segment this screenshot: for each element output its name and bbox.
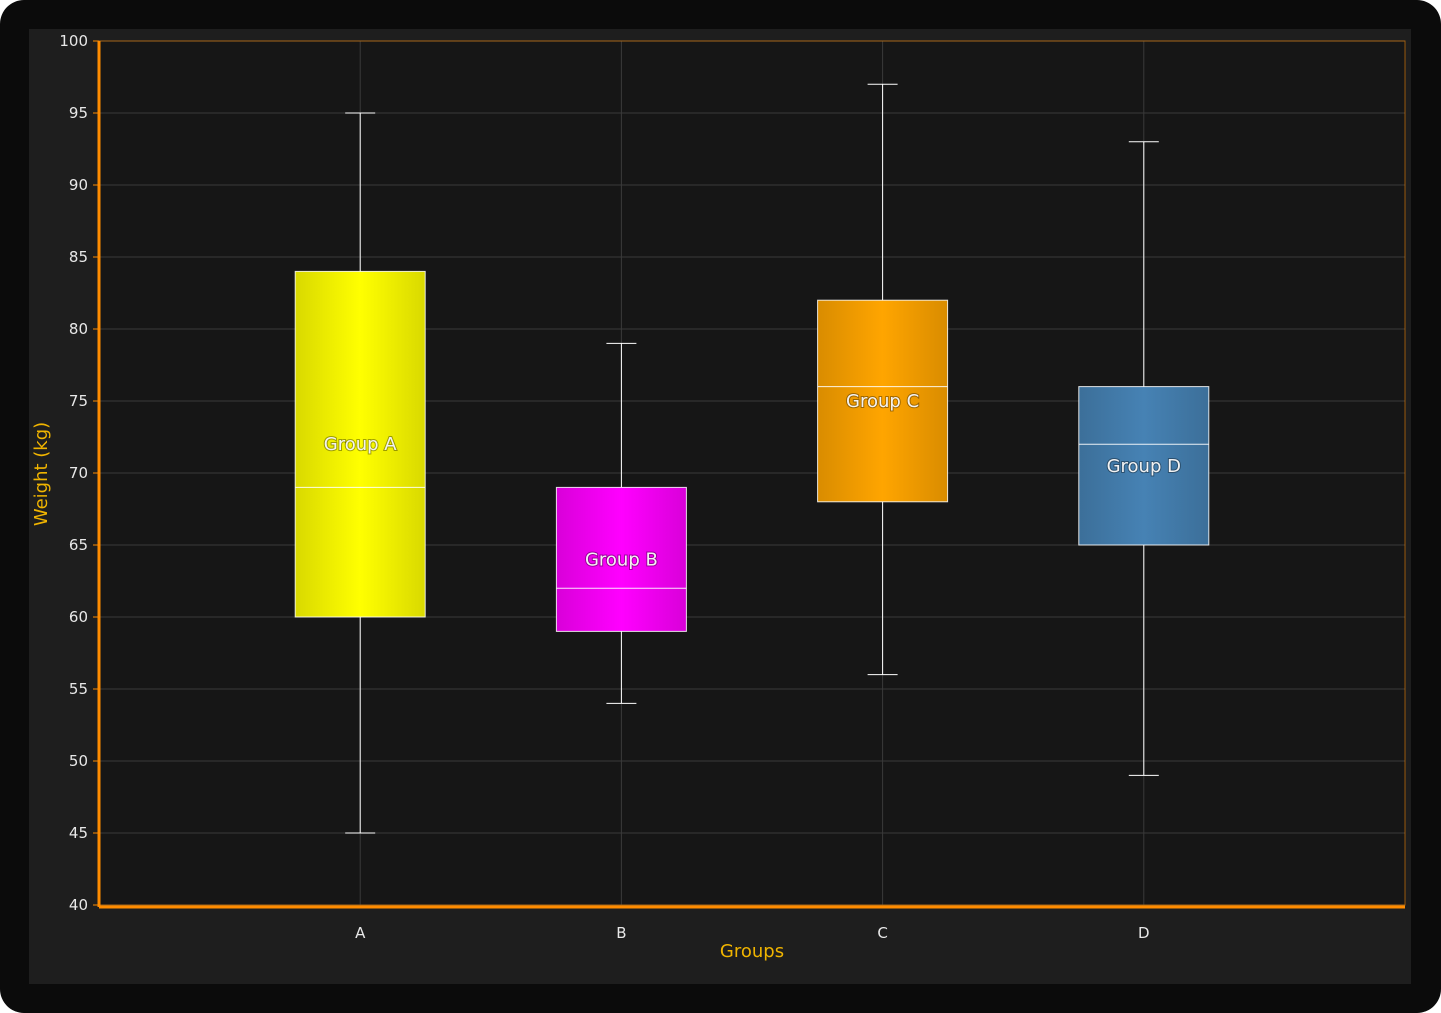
y-axis-ticks: 40 45 50 55 60 65 70 75 80 85 90 95 100 xyxy=(59,32,99,914)
y-tick-label: 55 xyxy=(69,680,88,698)
box-iqr xyxy=(555,486,687,632)
axes xyxy=(97,40,1406,909)
box-iqr xyxy=(294,270,426,618)
box-group-b: Group B xyxy=(555,342,687,704)
boxes: Group A Group B Group C Group D xyxy=(294,83,1210,834)
x-tick-label: B xyxy=(616,924,626,942)
y-tick-label: 50 xyxy=(69,752,88,770)
box-label: Group A xyxy=(324,434,398,455)
y-tick-label: 80 xyxy=(69,320,88,338)
box-group-a: Group A xyxy=(294,112,426,834)
x-axis-ticks: A B C D xyxy=(355,924,1150,942)
y-tick-label: 60 xyxy=(69,608,88,626)
x-tick-label: A xyxy=(355,924,366,942)
box-label: Group C xyxy=(846,391,919,412)
y-tick-label: 95 xyxy=(69,104,88,122)
box-iqr xyxy=(817,299,949,503)
box-label: Group D xyxy=(1107,456,1181,477)
box-label: Group B xyxy=(585,549,658,570)
y-tick-label: 90 xyxy=(69,176,88,194)
box-iqr xyxy=(1078,386,1210,546)
y-tick-label: 75 xyxy=(69,392,88,410)
y-tick-label: 70 xyxy=(69,464,88,482)
x-tick-label: C xyxy=(877,924,887,942)
y-axis-title: Weight (kg) xyxy=(31,422,52,526)
box-group-d: Group D xyxy=(1078,141,1210,776)
x-axis-title: Groups xyxy=(720,941,784,962)
y-tick-label: 100 xyxy=(59,32,88,50)
y-tick-label: 65 xyxy=(69,536,88,554)
box-group-c: Group C xyxy=(817,83,949,676)
y-tick-label: 85 xyxy=(69,248,88,266)
y-tick-label: 40 xyxy=(69,896,88,914)
x-tick-label: D xyxy=(1138,924,1150,942)
y-tick-label: 45 xyxy=(69,824,88,842)
